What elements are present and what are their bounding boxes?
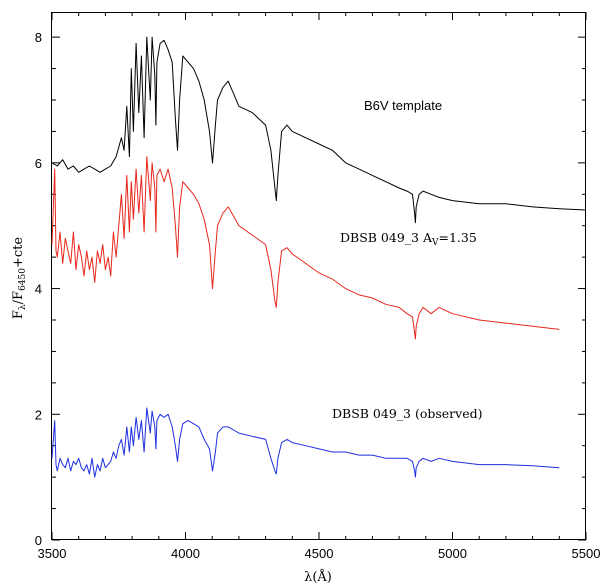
y-axis: 0 2 4 6 8 [35,30,586,548]
y-tick-label: 0 [35,533,42,548]
reddened-annotation: DBSB 049_3 AV=1.35 [340,230,477,248]
template-spectrum-line [51,36,587,224]
observed-spectrum-line [51,407,560,478]
x-tick-label: 5000 [438,546,467,561]
x-tick-label: 4000 [171,546,200,561]
reddened-spectrum-line [51,156,560,340]
x-axis-label: λ(Å) [304,569,332,585]
series-layer [51,36,587,478]
observed-annotation: DBSB 049_3 (observed) [332,406,483,421]
y-axis-label: Fλ/F6450+cte [11,237,28,319]
x-tick-label: 3500 [38,546,67,561]
x-tick-label: 5500 [572,546,601,561]
x-tick-label: 4500 [305,546,334,561]
y-tick-label: 4 [35,282,42,297]
x-axis: 3500 4000 4500 5000 5500 [38,12,601,561]
y-tick-label: 2 [35,407,42,422]
template-annotation: B6V template [364,98,442,113]
y-tick-label: 6 [35,156,42,171]
y-tick-label: 8 [35,30,42,45]
